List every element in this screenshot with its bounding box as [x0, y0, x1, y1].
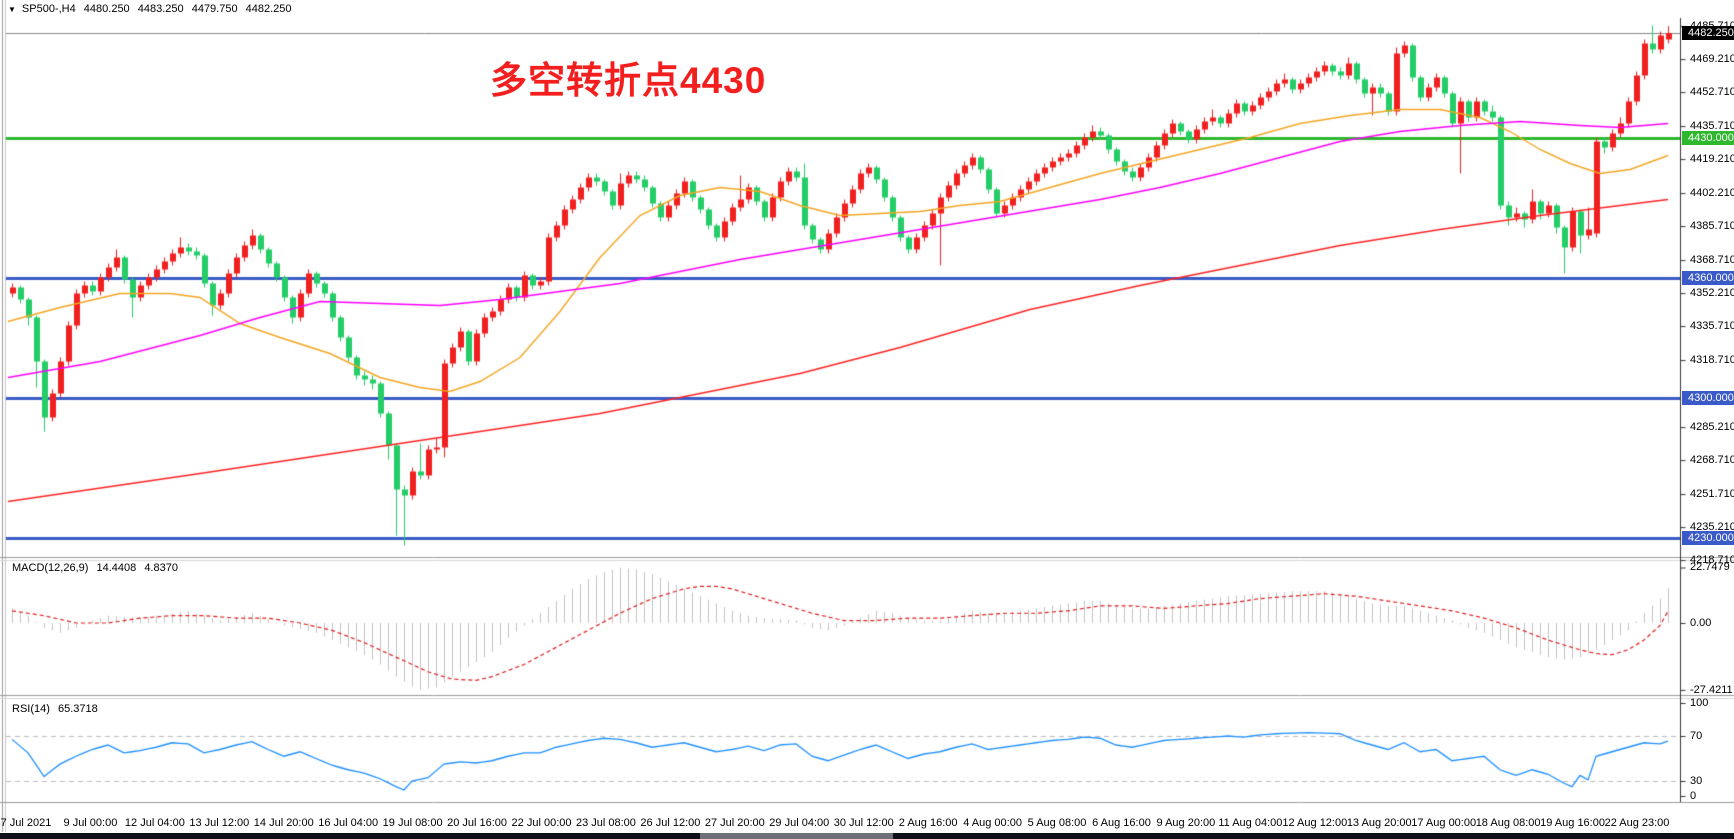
chart-title-bar: ▼ SP500-,H4 4480.250 4483.250 4479.750 4… [8, 2, 297, 16]
chart-title: SP500-,H4 4480.250 4483.250 4479.750 448… [22, 3, 297, 15]
macd-indicator-label: MACD(12,26,9) 14.4408 4.8370 [12, 562, 183, 575]
annotation-text: 多空转折点4430 [490, 60, 767, 101]
symbol-period: SP500-,H4 [21, 3, 76, 15]
rsi-name: RSI(14) [12, 703, 50, 715]
macd-main-value: 14.4408 [96, 562, 137, 574]
ohlc-low: 4479.750 [191, 3, 238, 15]
chart-menu-icon[interactable]: ▼ [8, 4, 16, 14]
rsi-indicator-label: RSI(14) 65.3718 [12, 703, 103, 716]
horizontal-scrollbar-thumb[interactable] [700, 833, 893, 839]
macd-name: MACD(12,26,9) [12, 562, 89, 574]
horizontal-scrollbar[interactable] [0, 833, 1734, 839]
ohlc-high: 4483.250 [137, 3, 184, 15]
ohlc-close: 4482.250 [245, 3, 292, 15]
rsi-value: 65.3718 [57, 703, 98, 715]
macd-signal-value: 4.8370 [144, 562, 178, 574]
ohlc-open: 4480.250 [83, 3, 130, 15]
